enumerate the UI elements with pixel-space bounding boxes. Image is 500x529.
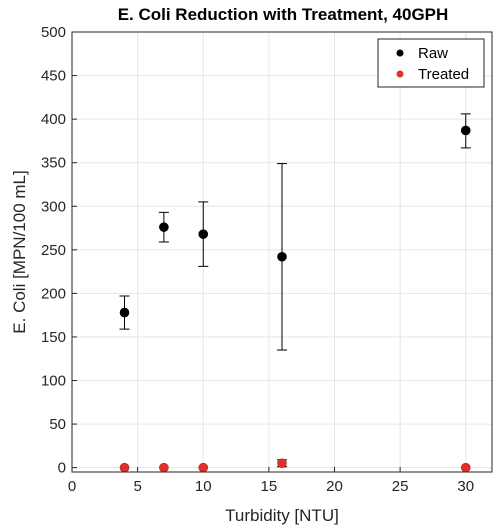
series-raw [119,113,471,351]
legend-marker-treated [396,70,404,78]
data-point-treated [119,462,130,473]
data-point-treated [198,462,209,473]
chart-title: E. Coli Reduction with Treatment, 40GPH [118,5,449,24]
y-tick-label: 0 [58,460,66,477]
x-tick-label: 5 [133,478,141,495]
x-tick-label: 0 [68,478,76,495]
data-point-raw [460,125,471,136]
x-tick-label: 10 [195,478,212,495]
data-point-raw [198,229,209,239]
plot-frame [71,31,493,473]
x-tick-label: 30 [457,478,474,495]
y-tick-label: 450 [41,68,66,85]
x-tick-label: 15 [261,478,278,495]
y-tick-label: 200 [41,285,66,302]
y-tick-label: 400 [41,111,66,128]
legend-label-treated: Treated [418,66,469,83]
legend-box [377,38,485,88]
legend: Raw Treated [377,38,485,88]
x-axis-label: Turbidity [NTU] [225,506,339,525]
legend-marker-raw [396,49,404,57]
series-treated [119,458,471,473]
legend-label-raw: Raw [418,45,448,62]
x-tick-label: 20 [326,478,343,495]
data-point-raw [277,251,287,262]
y-axis-label: E. Coli [MPN/100 mL] [10,170,29,333]
axes: 0 5 10 15 20 25 300501001502002503003504004505… [41,24,474,495]
y-tick-label: 250 [41,242,66,259]
y-tick-label: 300 [41,198,66,215]
y-tick-label: 500 [41,24,66,41]
data-point-treated [277,458,287,469]
data-point-raw [159,222,169,232]
x-tick-label: 25 [392,478,409,495]
y-tick-label: 150 [41,329,66,346]
y-tick-label: 50 [49,416,66,433]
data-point-raw [119,307,130,318]
data-point-treated [159,462,169,473]
y-tick-label: 100 [41,373,66,390]
data-point-treated [460,462,471,473]
y-tick-label: 350 [41,155,66,172]
